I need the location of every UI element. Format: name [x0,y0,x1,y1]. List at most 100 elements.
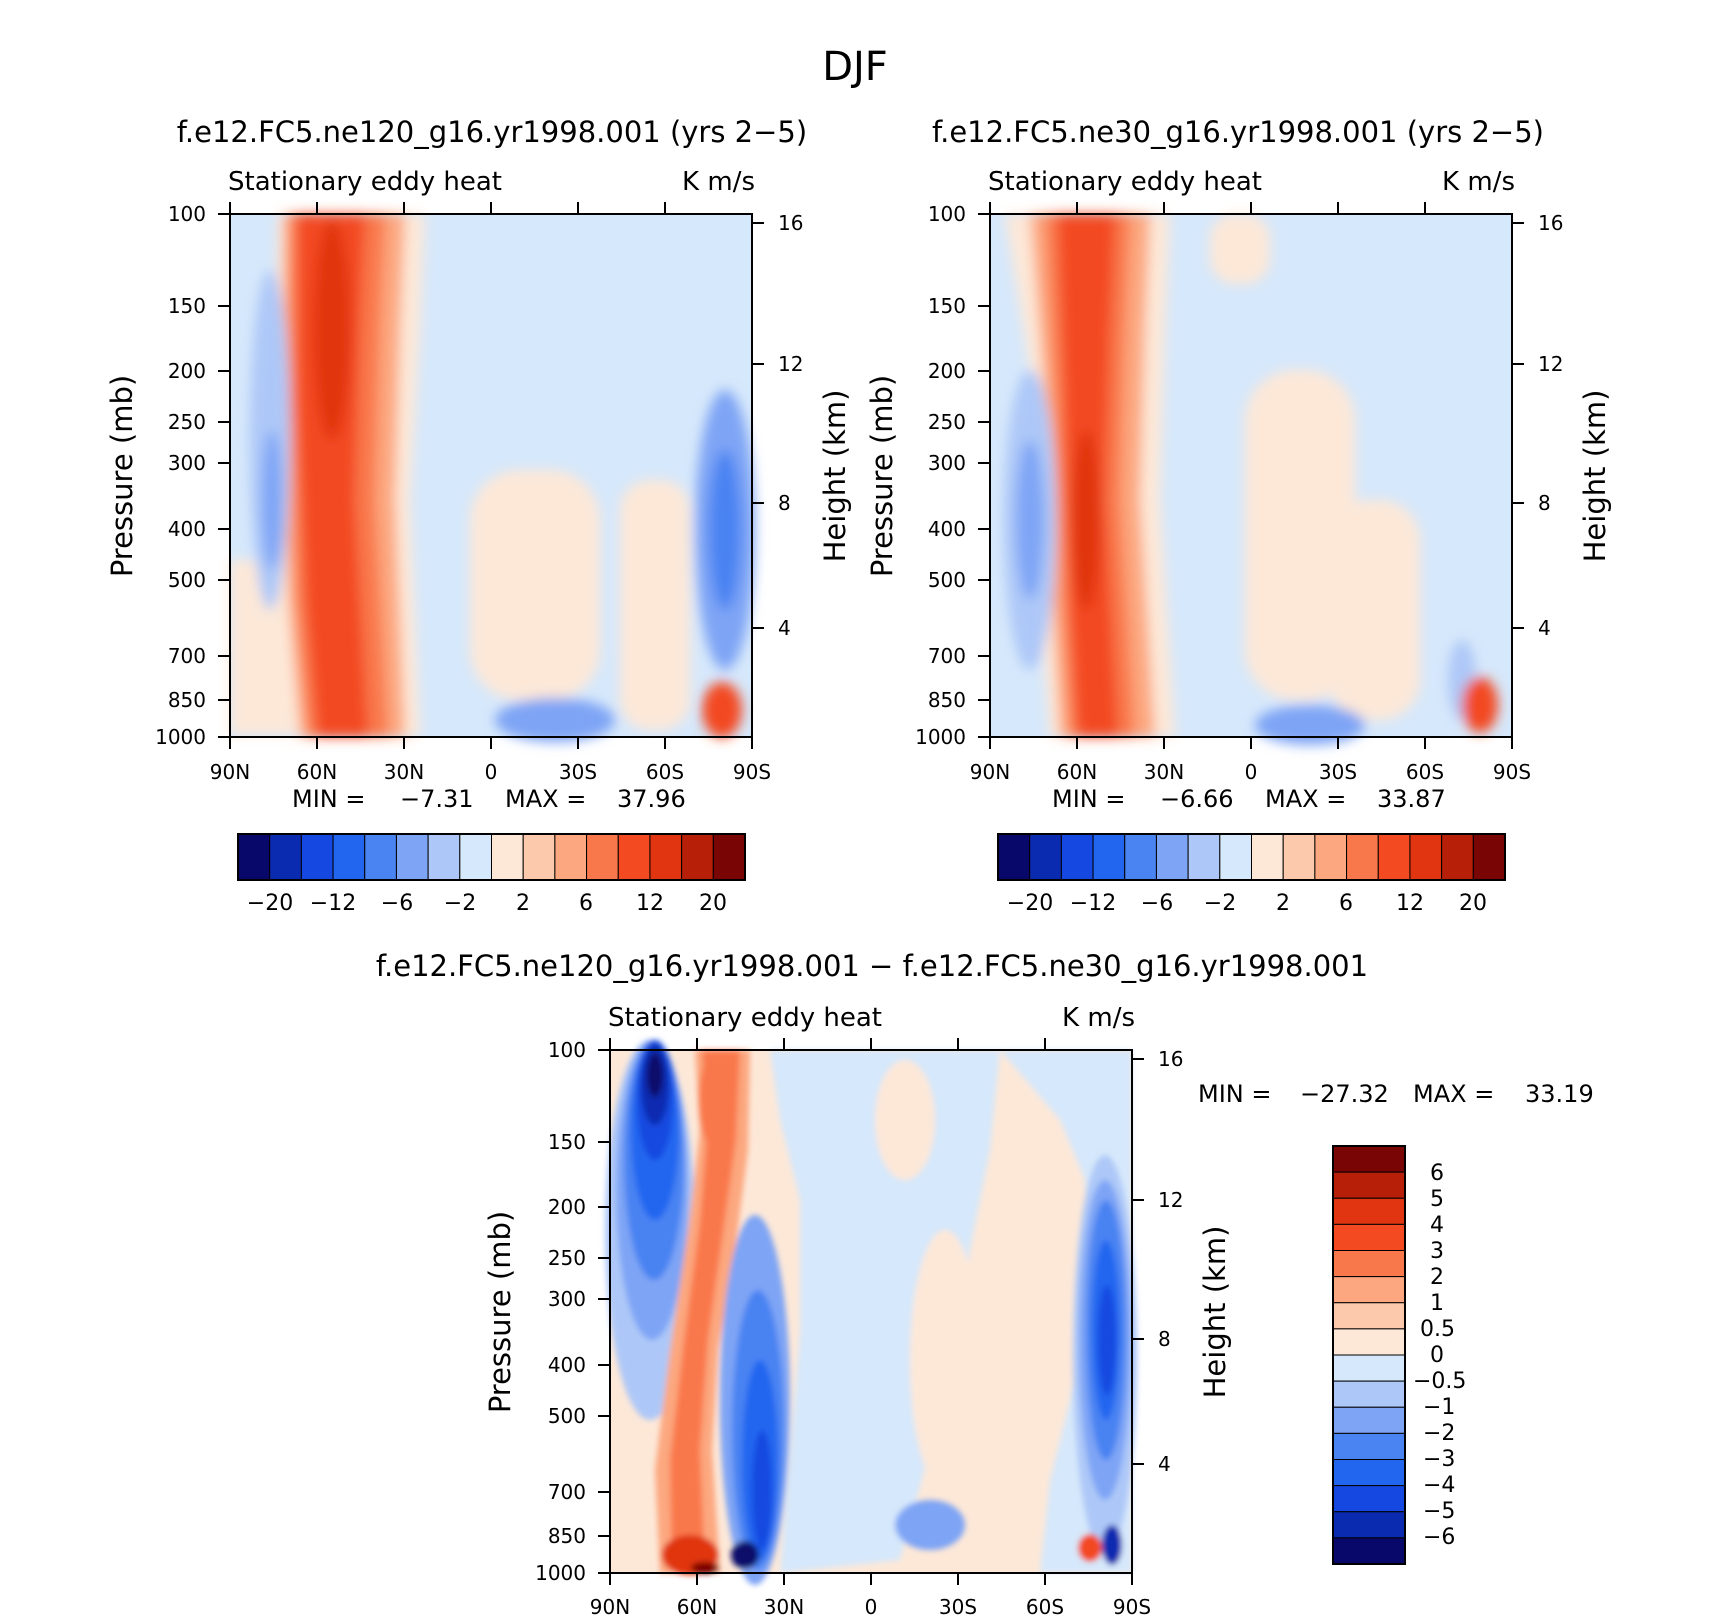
panel-a-colorbar-swatch [332,833,366,881]
panel-a-ytick-250: 250 [168,410,206,434]
panel-c-y-ticks: 100 150 200 250 300 400 500 700 850 1000 [535,1038,586,1585]
panel-a-core [314,220,350,440]
panel-c-plot-area [605,1040,1137,1585]
panel-c-ylabel: Pressure (mb) [483,1211,517,1413]
panel-c-colorbar-swatch [1332,1485,1406,1513]
panel-c-cbtick-5: 5 [1430,1187,1444,1212]
panel-b-colorbar-swatch [1060,833,1094,881]
panel-b-ytick-1000: 1000 [915,725,966,749]
panel-b-ytick-200: 200 [928,359,966,383]
panel-c-cbtick-4: 4 [1430,1213,1444,1238]
panel-c-ytick-850: 850 [548,1524,586,1548]
panel-b-xtick-90s: 90S [1493,760,1531,784]
panel-a-south-pos [702,682,742,738]
panel-b-cbtick-m6: −6 [1141,891,1173,916]
panel-c-ytick-1000: 1000 [535,1561,586,1585]
panel-c-cbtick-6: 6 [1430,1161,1444,1186]
panel-b-ylabel-right: Height (km) [1578,390,1612,563]
panel-a-colorbar-swatch [269,833,302,881]
panel-c-subtitle-left: Stationary eddy heat [608,1003,882,1033]
panel-a-right-ticks [752,222,764,629]
panel-a-colorbar-swatch [681,833,714,881]
panel-a-cbtick-m6: −6 [381,891,413,916]
panel-b-colorbar-swatch [1377,833,1411,881]
panel-a-cbtick-m12: −12 [310,891,356,916]
panel-a: f.e12.FC5.ne120_g16.yr1998.001 (yrs 2−5)… [105,115,852,916]
panel-b-cbtick-2: 2 [1276,891,1290,916]
panel-c-y-tick-marks [598,1049,610,1574]
panel-c-cbtick-m6: −6 [1423,1525,1455,1550]
panel-a-title: f.e12.FC5.ne120_g16.yr1998.001 (yrs 2−5) [177,115,807,149]
panel-a-cbtick-m2: −2 [444,891,476,916]
panel-c-rtick-4: 4 [1158,1452,1171,1476]
panel-c-min-value: −27.32 [1300,1080,1389,1108]
panel-a-ytick-500: 500 [168,568,206,592]
panel-c-xtick-90s: 90S [1113,1595,1151,1616]
panel-c-title: f.e12.FC5.ne120_g16.yr1998.001 − f.e12.F… [376,949,1368,983]
panel-a-colorbar-outline [237,833,746,881]
panel-c-cbtick-m0-5: −0.5 [1413,1369,1466,1394]
panel-c-colorbar-swatch [1332,1171,1406,1199]
panel-b-colorbar-outline [997,833,1506,881]
panel-a-ylabel: Pressure (mb) [105,375,139,577]
panel-a-surface-neg [495,698,615,742]
panel-c-rtick-16: 16 [1158,1047,1183,1071]
panel-c-cbtick-0-5: 0.5 [1420,1317,1455,1342]
panel-c-xtick-30s: 30S [939,1595,977,1616]
panel-c-colorbar-swatch [1332,1459,1406,1487]
panel-b-ylabel: Pressure (mb) [865,375,899,577]
panel-c-xtick-60n: 60N [677,1595,717,1616]
panel-c-colorbar-swatch [1332,1432,1406,1460]
panel-b-title: f.e12.FC5.ne30_g16.yr1998.001 (yrs 2−5) [932,115,1544,149]
panel-c-x-tick-marks [609,1038,1133,1585]
panel-a-plot-area [230,214,755,742]
panel-a-ytick-400: 400 [168,517,206,541]
panel-c-equator-neg [895,1500,965,1550]
panel-a-colorbar-swatch [237,833,271,881]
panel-b-colorbar-swatch [1441,833,1474,881]
panel-b-subtitle-right: K m/s [1442,167,1515,197]
panel-c-max-value: 33.19 [1525,1080,1594,1108]
panel-b-cbtick-m2: −2 [1204,891,1236,916]
panel-b-colorbar-swatch [1409,833,1443,881]
panel-a-xtick-60s: 60S [646,760,684,784]
panel-b-colorbar-swatch [1187,833,1221,881]
panel-c-cbtick-1: 1 [1430,1291,1444,1316]
panel-c-subtitle-right: K m/s [1062,1003,1135,1033]
panel-a-colorbar-swatch [300,833,334,881]
panel-c-colorbar-swatch [1332,1302,1406,1330]
panel-b-y-ticks: 100 150 200 250 300 400 500 700 850 1000 [915,202,966,749]
panel-c-cbtick-m3: −3 [1423,1447,1455,1472]
panel-c-xtick-90n: 90N [590,1595,630,1616]
panel-a-ytick-100: 100 [168,202,206,226]
panel-a-colorbar-swatch [522,833,556,881]
panel-b-min-label: MIN = [1052,785,1125,813]
panel-b-xtick-0: 0 [1245,760,1258,784]
panel-a-cbtick-m20: −20 [247,891,293,916]
panel-c-colorbar-swatch [1332,1197,1406,1225]
panel-b-ytick-400: 400 [928,517,966,541]
panel-b-ytick-300: 300 [928,451,966,475]
panel-c-cbtick-m4: −4 [1423,1473,1455,1498]
panel-a-ytick-1000: 1000 [155,725,206,749]
panel-c-ytick-150: 150 [548,1130,586,1154]
panel-c-ytick-200: 200 [548,1195,586,1219]
panel-b-ytick-500: 500 [928,568,966,592]
panel-a-cbtick-6: 6 [579,891,593,916]
panel-b-cbtick-m12: −12 [1070,891,1116,916]
panel-a-xtick-60n: 60N [297,760,337,784]
panel-a-light-pos-south [620,480,690,730]
panel-a-rtick-4: 4 [778,616,791,640]
panel-c-right-ticks [1132,1058,1144,1465]
panel-a-ytick-850: 850 [168,688,206,712]
panel-a-ytick-300: 300 [168,451,206,475]
panel-c-colorbar [1332,1145,1406,1565]
panel-b-colorbar-swatch [1155,833,1189,881]
panel-c-colorbar-swatch [1332,1406,1406,1434]
panel-b-x-tick-marks [989,202,1513,749]
panel-a-rtick-8: 8 [778,491,791,515]
panel-a-xtick-30s: 30S [559,760,597,784]
panel-c-colorbar-swatch [1332,1223,1406,1251]
panel-c-cbtick-0: 0 [1430,1343,1444,1368]
panel-a-colorbar-swatch [649,833,683,881]
